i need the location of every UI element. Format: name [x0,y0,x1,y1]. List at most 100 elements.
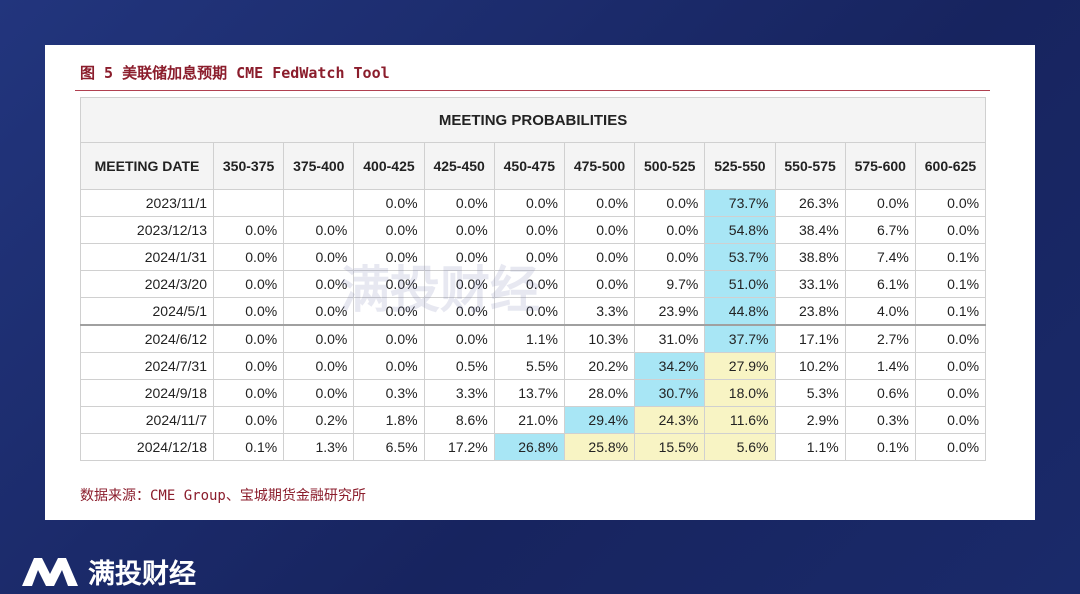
probability-cell: 1.1% [774,433,846,461]
meeting-date: 2023/11/1 [80,189,214,217]
data-row: 2024/11/7 0.0% 0.2% 1.8% 8.6% 21.0% 29.4% 24.3%… [80,406,987,434]
probability-cell: 0.0% [423,324,495,353]
meeting-date: 2023/12/13 [80,216,214,244]
probability-cell: 7.4% [844,243,916,271]
probability-cell: 1.1% [493,324,565,353]
meeting-date: 2024/7/31 [80,352,214,380]
title-rule [75,90,990,91]
probability-cell: 53.7% [704,243,776,271]
probability-cell: 23.8% [774,297,846,326]
probability-cell: 1.8% [353,406,425,434]
probability-cell: 0.0% [212,243,285,271]
meeting-date: 2024/9/18 [80,379,214,407]
data-row: 2023/11/1 0.0% 0.0% 0.0% 0.0% 0.0% 73.7% 26.3% 0… [80,189,987,217]
watermark: 满投财经 [340,261,540,319]
meeting-date: 2024/12/18 [80,433,214,461]
probability-cell: 6.5% [353,433,425,461]
probability-cell: 2.7% [844,324,916,353]
probability-cell: 0.0% [563,189,636,217]
probability-cell: 0.0% [914,216,987,244]
probability-table: MEETING PROBABILITIES MEETING DATE 350-375… [79,97,987,461]
probability-cell: 37.7% [704,324,776,353]
probability-cell [283,189,355,217]
probability-cell: 0.0% [353,243,425,271]
probability-cell: 0.0% [283,270,355,298]
meeting-date: 2024/1/31 [80,243,214,271]
probability-cell: 30.7% [634,379,706,407]
probability-cell: 0.0% [423,216,495,244]
probability-cell: 0.0% [212,352,285,380]
meeting-date: 2024/3/20 [80,270,214,298]
probability-cell: 25.8% [563,433,636,461]
probability-cell: 0.0% [914,189,987,217]
probability-cell: 0.0% [353,297,425,326]
probability-cell: 33.1% [774,270,846,298]
probability-cell: 27.9% [704,352,776,380]
data-row: 2024/1/31 0.0% 0.0% 0.0% 0.0% 0.0% 0.0% 0.0% 53.… [80,243,987,271]
column-header: MEETING DATE [80,142,214,190]
probability-cell: 0.1% [914,270,987,298]
probability-cell: 20.2% [563,352,636,380]
column-header: 350-375 [212,142,285,190]
probability-cell: 8.6% [423,406,495,434]
probability-cell: 5.3% [774,379,846,407]
probability-cell: 0.0% [212,406,285,434]
data-row: 2024/7/31 0.0% 0.0% 0.0% 0.5% 5.5% 20.2% 34.2% 2… [80,352,987,380]
probability-cell: 0.0% [353,324,425,353]
probability-cell: 38.8% [774,243,846,271]
probability-cell: 0.0% [844,189,916,217]
probability-cell: 0.0% [212,379,285,407]
probability-cell: 0.0% [493,270,565,298]
probability-cell: 0.0% [493,216,565,244]
column-header: 600-625 [914,142,987,190]
probability-cell: 6.1% [844,270,916,298]
column-header: 425-450 [423,142,495,190]
probability-cell: 0.3% [844,406,916,434]
table-caption: MEETING PROBABILITIES [79,97,987,143]
probability-cell: 18.0% [704,379,776,407]
probability-cell: 0.1% [914,297,987,326]
probability-cell: 0.0% [353,216,425,244]
probability-cell: 0.0% [283,216,355,244]
probability-cell: 0.0% [493,243,565,271]
probability-cell: 0.1% [914,243,987,271]
probability-cell: 0.0% [353,352,425,380]
probability-cell: 23.9% [634,297,706,326]
column-header: 550-575 [774,142,846,190]
probability-cell: 0.1% [212,433,285,461]
figure-title: 图 5 美联储加息预期 CME FedWatch Tool [80,64,390,82]
probability-cell: 0.0% [423,243,495,271]
probability-cell: 0.0% [212,324,285,353]
probability-cell: 5.6% [704,433,776,461]
probability-cell: 11.6% [704,406,776,434]
data-row: 2024/3/20 0.0% 0.0% 0.0% 0.0% 0.0% 0.0% 9.7% 51.… [80,270,987,298]
probability-cell: 15.5% [634,433,706,461]
probability-cell: 26.3% [774,189,846,217]
probability-cell: 0.0% [563,270,636,298]
probability-cell [212,189,285,217]
brand-name: 满投财经 [88,559,196,590]
probability-cell: 0.0% [563,216,636,244]
probability-cell: 6.7% [844,216,916,244]
column-header: 400-425 [353,142,425,190]
probability-cell: 0.0% [914,324,987,353]
probability-cell: 0.0% [493,189,565,217]
probability-cell: 24.3% [634,406,706,434]
probability-cell: 31.0% [634,324,706,353]
column-header: 525-550 [704,142,776,190]
data-row: 2024/6/12 0.0% 0.0% 0.0% 0.0% 1.1% 10.3% 31.0% 3… [80,324,987,353]
probability-cell: 0.0% [914,352,987,380]
data-row: 2024/5/1 0.0% 0.0% 0.0% 0.0% 0.0% 3.3% 23.9% 44.… [80,297,987,326]
probability-cell: 0.0% [634,216,706,244]
probability-cell: 0.6% [844,379,916,407]
probability-cell: 34.2% [634,352,706,380]
meeting-date: 2024/6/12 [80,324,214,353]
column-header: 375-400 [283,142,355,190]
probability-cell: 10.2% [774,352,846,380]
probability-cell: 0.0% [353,189,425,217]
probability-cell: 0.5% [423,352,495,380]
probability-cell: 26.8% [493,433,565,461]
header-row: MEETING DATE 350-375 375-400 400-425 425-450… [80,142,987,190]
logo-shape [22,558,78,586]
